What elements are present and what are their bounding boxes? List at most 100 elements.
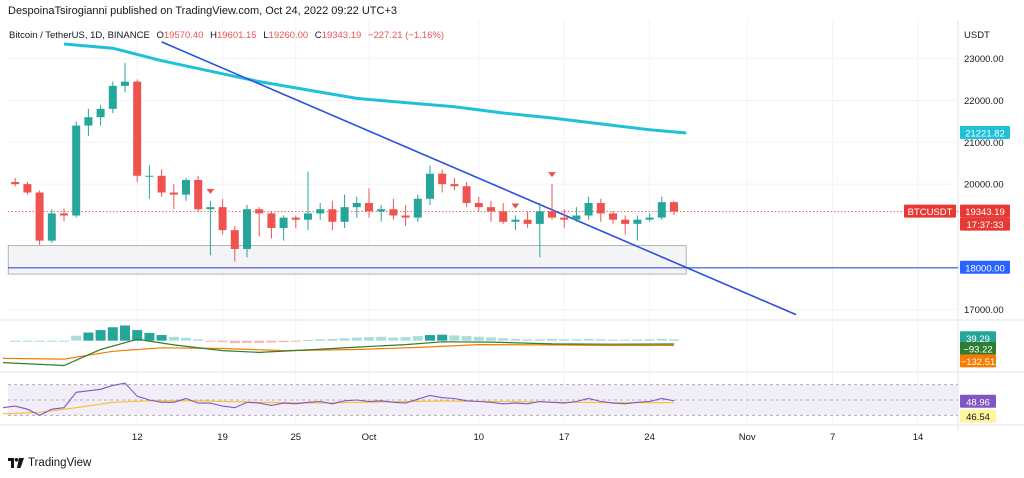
signal-markers [206, 172, 556, 209]
macd-histogram-bar [510, 338, 521, 341]
time-tick-label: 25 [291, 432, 302, 443]
support-value-label: 18000.00 [965, 263, 1005, 274]
macd-histogram-bar [498, 338, 509, 341]
macd-histogram-bar [473, 336, 484, 341]
candle-body [145, 175, 154, 177]
candle-body [121, 81, 129, 86]
macd-histogram-bar [437, 334, 448, 341]
rsi-value-label-bg [960, 394, 996, 408]
macd-histogram-bar [571, 339, 582, 341]
macd-histogram-bar [303, 339, 313, 341]
candle-body [47, 213, 56, 241]
tradingview-logo[interactable]: TradingView [8, 457, 91, 469]
macd-histogram-bar [22, 340, 33, 342]
countdown-label: 17:37:33 [967, 220, 1004, 231]
candle-body [609, 213, 617, 220]
macd-histogram-bar [425, 335, 435, 341]
time-tick-label: 19 [217, 432, 228, 443]
candle-body [499, 211, 508, 222]
macd-histogram-bar [400, 337, 411, 341]
macd-histogram-bar [669, 339, 679, 341]
symbol-info: Bitcoin / TetherUS, 1D, BINANCE O19570.4… [9, 30, 444, 41]
publish-info: DespoinaTsirogianni published on Trading… [8, 5, 398, 17]
macd-histogram-bar [156, 335, 167, 341]
macd-histogram-bar [449, 335, 460, 341]
price-axis[interactable]: 23000.00 22000.00 21000.00 20000.00 17000.00 [964, 54, 1004, 316]
countdown-label-bg [960, 217, 1010, 231]
macd-histogram-bar [620, 339, 631, 341]
candle-body [108, 85, 117, 109]
open-label: O [156, 30, 163, 41]
candle-body [548, 211, 556, 218]
candle-body [352, 202, 361, 208]
macd-histogram-bar [486, 337, 496, 341]
candle-body [474, 202, 483, 208]
candle-body [291, 217, 300, 220]
high-label: H [210, 30, 217, 41]
rsi-line [2, 382, 675, 416]
time-axis[interactable]: 12 19 25 Oct 10 17 24 Nov 7 14 [132, 432, 923, 443]
macd-histogram-bar [559, 339, 570, 341]
macd-line [2, 338, 675, 367]
macd-histogram-bar [254, 340, 265, 343]
candle-body [84, 117, 93, 126]
macd-histogram-bar [193, 339, 204, 341]
macd-histogram-bar [351, 337, 362, 341]
macd-signal-label: −132.51 [961, 357, 996, 368]
macd-histogram-bar [534, 339, 545, 341]
indicator-lines [63, 41, 797, 316]
macd-histogram-bar [168, 336, 179, 341]
symbol-title: Bitcoin / TetherUS, 1D, BINANCE [9, 30, 150, 41]
sell-signal-marker [511, 203, 520, 209]
candle-body [340, 207, 349, 222]
macd-histogram-bar [461, 336, 472, 341]
rsi-ma-label-bg [960, 409, 996, 423]
close-value: 19343.19 [322, 30, 362, 41]
candle-body [511, 219, 520, 222]
currency-label: USDT [964, 30, 990, 41]
macd-histogram-bar [278, 340, 289, 343]
candle-body [487, 207, 495, 212]
rsi-value-label: 48.96 [966, 397, 990, 408]
candle-body [218, 207, 227, 231]
candle-body [462, 186, 471, 203]
candle-body [413, 198, 422, 218]
candle-body [169, 192, 178, 195]
macd-histogram-bar [388, 337, 399, 341]
macd-histogram-bar [46, 340, 57, 342]
time-tick-label: 10 [474, 432, 485, 443]
price-tick-label: 22000.00 [964, 96, 1004, 107]
macd-histogram-bar [266, 340, 277, 343]
candle-body [450, 184, 459, 187]
candles [11, 62, 678, 262]
time-tick-label: 12 [132, 432, 143, 443]
candle-body [60, 213, 68, 216]
price-tick-label: 17000.00 [964, 305, 1004, 316]
macd-pane [2, 325, 679, 367]
macd-histogram-bar [656, 338, 667, 341]
price-labels: 21221.82 18000.00 19343.19 17:37:33 BTCUSDT 3… [904, 126, 1010, 423]
macd-histogram-bar [608, 339, 618, 341]
symbol-tag: BTCUSDT [908, 207, 953, 218]
open-value: 19570.40 [164, 30, 204, 41]
macd-histogram-bar [229, 340, 240, 344]
macd-histogram-bar [595, 339, 606, 341]
macd-histogram-bar [583, 338, 594, 341]
candle-body [535, 211, 544, 224]
macd-value-label: −93.22 [963, 344, 992, 355]
ma-value-label-bg [960, 126, 1010, 140]
change-value: −227.21 (−1.16%) [368, 30, 444, 41]
sell-signal-marker [548, 172, 556, 178]
support-zone [7, 211, 958, 275]
candle-body [560, 217, 569, 220]
macd-histogram-bar [132, 330, 143, 341]
candle-body [230, 230, 239, 249]
macd-histogram-bar [205, 340, 216, 342]
support-zone-box [7, 245, 687, 275]
macd-histogram-label-bg [960, 331, 996, 345]
trendline [161, 41, 797, 316]
candle-body [157, 175, 166, 193]
macd-signal-line [2, 343, 675, 360]
last-price-label-bg [960, 204, 1010, 218]
